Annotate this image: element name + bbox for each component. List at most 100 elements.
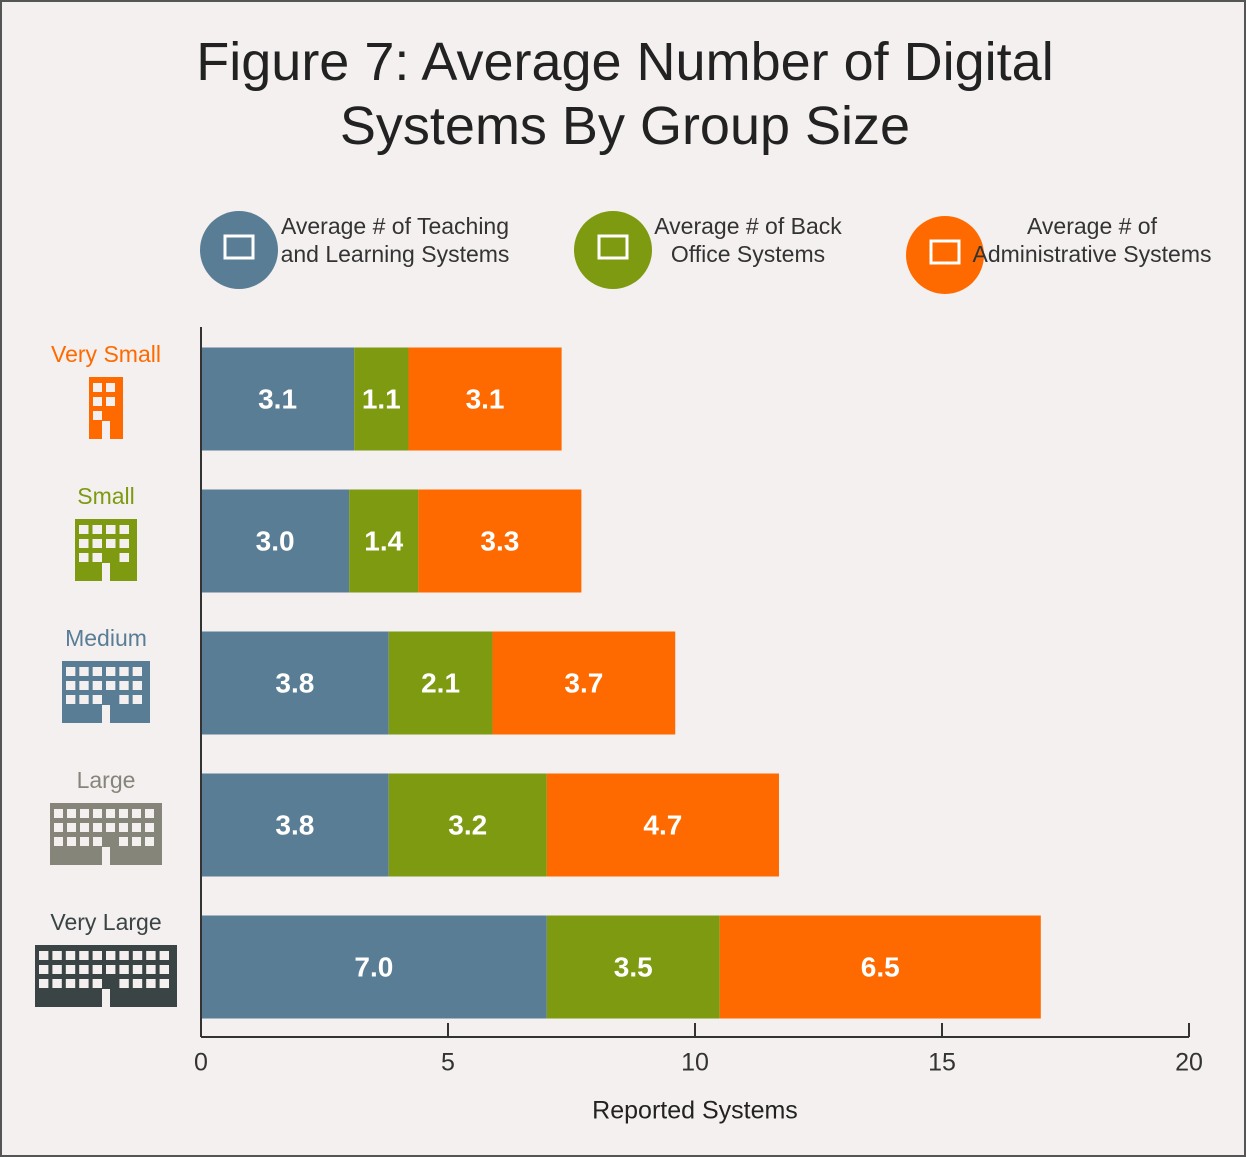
building-window bbox=[79, 951, 89, 960]
data-label: 2.1 bbox=[421, 667, 460, 698]
building-door bbox=[102, 989, 110, 1007]
building-window bbox=[92, 695, 102, 704]
building-window bbox=[66, 667, 76, 676]
building-window bbox=[145, 823, 154, 832]
data-label: 3.1 bbox=[258, 383, 297, 414]
building-window bbox=[79, 667, 89, 676]
building-window bbox=[39, 979, 49, 988]
building-window bbox=[67, 837, 76, 846]
building-window bbox=[119, 539, 129, 548]
building-window bbox=[92, 681, 102, 690]
building-window bbox=[93, 837, 102, 846]
building-window bbox=[80, 837, 89, 846]
building-window bbox=[132, 965, 143, 974]
data-label: 7.0 bbox=[354, 951, 393, 982]
building-window bbox=[67, 823, 76, 832]
bar-segment bbox=[201, 631, 389, 735]
building-window bbox=[92, 951, 102, 960]
building-window bbox=[132, 681, 142, 690]
building-window bbox=[106, 397, 115, 406]
building-window bbox=[79, 525, 89, 534]
building-window bbox=[54, 823, 63, 832]
building-window bbox=[92, 539, 102, 548]
data-label: 1.1 bbox=[362, 383, 401, 414]
building-window bbox=[145, 837, 154, 846]
bar-segment bbox=[546, 773, 779, 877]
building-window bbox=[106, 539, 116, 548]
x-tick-label: 20 bbox=[1175, 1049, 1203, 1077]
building-window bbox=[52, 965, 62, 974]
building-window bbox=[92, 667, 102, 676]
building-window bbox=[39, 965, 49, 974]
bar-segment bbox=[418, 489, 582, 593]
building-window bbox=[132, 667, 142, 676]
bar-segment bbox=[201, 773, 389, 877]
building-window bbox=[52, 979, 62, 988]
bar-segment bbox=[546, 915, 720, 1019]
bar-segment bbox=[349, 489, 419, 593]
building-window bbox=[54, 809, 63, 818]
data-label: 3.5 bbox=[614, 951, 653, 982]
legend-icon bbox=[200, 211, 278, 289]
building-window bbox=[119, 553, 129, 562]
building-window bbox=[93, 411, 102, 420]
building-window bbox=[65, 965, 76, 974]
building-window bbox=[119, 965, 129, 974]
building-window bbox=[159, 965, 169, 974]
building-window bbox=[79, 681, 89, 690]
building-window bbox=[92, 979, 102, 988]
legend-icon-glyph bbox=[929, 239, 961, 265]
building-window bbox=[67, 809, 76, 818]
chart-title: Figure 7: Average Number of Digital Syst… bbox=[196, 32, 1054, 156]
building-window bbox=[106, 383, 115, 392]
building-window bbox=[132, 951, 143, 960]
bar-segment bbox=[388, 631, 493, 735]
x-tick-label: 0 bbox=[194, 1049, 208, 1077]
building-window bbox=[66, 695, 76, 704]
data-label: 1.4 bbox=[364, 525, 403, 556]
category-label: Small bbox=[77, 483, 135, 509]
building-window bbox=[119, 823, 128, 832]
data-label: 3.3 bbox=[480, 525, 519, 556]
building-window bbox=[119, 837, 128, 846]
building-window bbox=[159, 951, 169, 960]
building-window bbox=[119, 681, 129, 690]
building-window bbox=[39, 951, 49, 960]
building-window bbox=[79, 695, 89, 704]
bar-segment bbox=[201, 915, 547, 1019]
building-door bbox=[102, 847, 110, 865]
bar-segment bbox=[408, 347, 562, 451]
building-window bbox=[93, 383, 102, 392]
legend-label: Average # of Back Office Systems bbox=[654, 213, 842, 267]
building-door bbox=[102, 563, 110, 581]
building-window bbox=[119, 667, 129, 676]
building-window bbox=[93, 397, 102, 406]
data-label: 4.7 bbox=[643, 809, 682, 840]
building-window bbox=[79, 553, 89, 562]
building-window bbox=[146, 951, 156, 960]
x-tick-label: 10 bbox=[681, 1049, 709, 1077]
building-window bbox=[132, 979, 143, 988]
building-window bbox=[79, 539, 89, 548]
x-axis-label: Reported Systems bbox=[592, 1097, 798, 1125]
building-window bbox=[80, 823, 89, 832]
building-window bbox=[146, 979, 156, 988]
building-window bbox=[106, 681, 116, 690]
building-window bbox=[93, 809, 102, 818]
building-door bbox=[102, 421, 110, 439]
building-window bbox=[132, 837, 141, 846]
building-window bbox=[106, 809, 115, 818]
legend-icon-glyph bbox=[223, 234, 255, 260]
building-window bbox=[132, 695, 142, 704]
category-label: Very Small bbox=[51, 341, 161, 367]
legend-label: Average # of Administrative Systems bbox=[972, 213, 1212, 267]
building-window bbox=[92, 525, 102, 534]
building-window bbox=[159, 979, 169, 988]
building-window bbox=[106, 823, 115, 832]
data-label: 3.8 bbox=[275, 667, 314, 698]
building-window bbox=[106, 951, 116, 960]
legend-label: Average # of Teaching and Learning Syste… bbox=[280, 213, 510, 267]
building-window bbox=[132, 823, 141, 832]
